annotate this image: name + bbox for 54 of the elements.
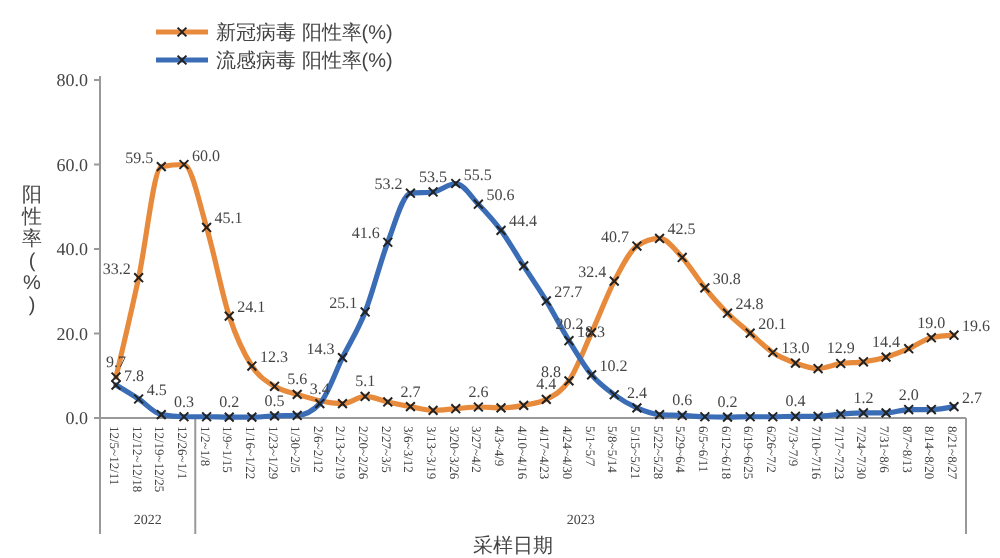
data-label: 27.7	[554, 282, 583, 301]
data-label: 30.8	[712, 269, 741, 288]
data-label: 44.4	[509, 212, 538, 231]
y-axis-title: 阳性率(%)	[20, 185, 42, 317]
data-label: 5.1	[355, 372, 376, 391]
data-label: 2.4	[626, 383, 647, 402]
data-label: 60.0	[191, 146, 220, 165]
data-label: 0.6	[672, 391, 693, 410]
data-label: 24.8	[735, 295, 764, 314]
data-label: 53.5	[419, 167, 448, 186]
data-label: 2.7	[962, 388, 982, 407]
data-label: 13.0	[781, 339, 810, 358]
data-label: 7.8	[124, 367, 144, 386]
data-label: 53.2	[374, 175, 403, 194]
data-label: 10.2	[599, 356, 628, 375]
data-label: 55.5	[463, 165, 492, 184]
data-label: 41.6	[351, 224, 380, 243]
data-label: 2.7	[400, 382, 421, 401]
data-label: 19.6	[962, 317, 990, 336]
y-tick-label: 20.0	[56, 323, 89, 344]
data-label: 2.6	[468, 383, 489, 402]
y-tick-label: 60.0	[56, 154, 89, 175]
data-label: 59.5	[125, 148, 154, 167]
data-label: 45.1	[214, 209, 243, 228]
data-label: 4.4	[536, 375, 557, 394]
y-tick-label: 0.0	[65, 408, 89, 429]
data-label: 5.6	[287, 370, 308, 389]
data-label: 14.3	[306, 339, 335, 358]
data-label: 20.1	[758, 315, 787, 334]
data-label: 0.5	[264, 391, 285, 410]
legend-label: 新冠病毒 阳性率(%)	[216, 21, 393, 45]
data-label: 25.1	[329, 293, 358, 312]
data-label: 50.6	[486, 186, 515, 205]
y-tick-label: 80.0	[56, 70, 89, 91]
legend-label: 流感病毒 阳性率(%)	[216, 49, 393, 73]
data-label: 12.3	[259, 348, 288, 367]
data-label: 0.2	[219, 393, 240, 412]
y-tick-label: 40.0	[56, 239, 89, 260]
data-label: 33.2	[102, 259, 131, 278]
data-label: 40.7	[600, 228, 629, 247]
data-label: 0.4	[785, 392, 806, 411]
x-axis-title: 采样日期	[473, 534, 553, 558]
data-label: 19.0	[917, 313, 946, 332]
data-label: 0.3	[173, 392, 194, 411]
data-label: 24.1	[237, 298, 266, 317]
data-label: 12.9	[826, 339, 855, 358]
data-label: 42.5	[667, 220, 696, 239]
data-label: 2.0	[898, 385, 919, 404]
data-label: 4.5	[146, 380, 167, 399]
data-label: 1.2	[853, 388, 874, 407]
data-label: 14.4	[872, 333, 901, 352]
data-label: 8.8	[540, 362, 561, 381]
data-label: 32.4	[578, 263, 607, 282]
data-label: 0.2	[717, 393, 738, 412]
